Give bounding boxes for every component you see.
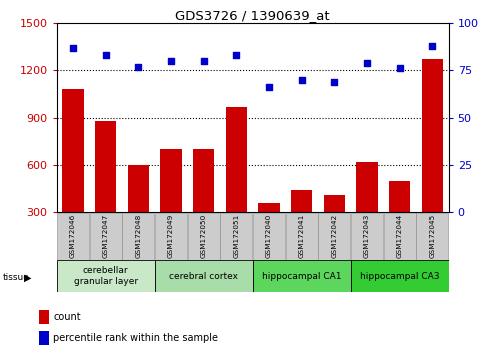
Bar (389, 181, 410, 212)
Text: GSM172040: GSM172040 (266, 214, 272, 258)
Text: GSM172051: GSM172051 (233, 214, 239, 258)
Text: GSM172048: GSM172048 (136, 214, 141, 258)
Text: percentile rank within the sample: percentile rank within the sample (53, 333, 218, 343)
Point (396, 65, 404, 71)
Text: GSM172045: GSM172045 (429, 214, 435, 258)
Bar (122, 213, 154, 260)
Bar (286, 213, 317, 260)
Point (167, 58, 175, 64)
Bar (220, 213, 252, 260)
Bar (226, 107, 247, 212)
Bar (155, 213, 187, 260)
Point (102, 52, 109, 58)
Title: GDS3726 / 1390639_at: GDS3726 / 1390639_at (176, 9, 330, 22)
Bar (193, 149, 214, 212)
Bar (188, 213, 219, 260)
Bar (422, 59, 443, 212)
Text: GSM172042: GSM172042 (331, 214, 337, 258)
Text: hippocampal CA1: hippocampal CA1 (262, 272, 342, 281)
Bar (90, 213, 122, 260)
Bar (63, 89, 84, 212)
Text: ▶: ▶ (24, 273, 31, 283)
Bar (253, 213, 285, 260)
Bar (57, 260, 155, 292)
Point (363, 60, 371, 65)
Bar (39, 331, 49, 345)
Bar (318, 213, 350, 260)
Text: GSM172041: GSM172041 (299, 214, 305, 258)
Bar (155, 260, 253, 292)
Bar (39, 310, 49, 324)
Point (135, 64, 142, 69)
Text: cerebellar
granular layer: cerebellar granular layer (73, 267, 138, 286)
Point (265, 85, 273, 90)
Bar (128, 165, 149, 212)
Text: hippocampal CA3: hippocampal CA3 (360, 272, 439, 281)
Text: tissue: tissue (2, 273, 30, 282)
Point (298, 77, 306, 83)
Bar (291, 190, 312, 212)
Bar (417, 213, 448, 260)
Text: GSM172044: GSM172044 (397, 214, 403, 258)
Point (232, 52, 240, 58)
Bar (356, 162, 378, 212)
Text: GSM172043: GSM172043 (364, 214, 370, 258)
Bar (384, 213, 416, 260)
Text: GSM172050: GSM172050 (201, 214, 207, 258)
Bar (95, 121, 116, 212)
Bar (351, 260, 449, 292)
Text: GSM172046: GSM172046 (70, 214, 76, 258)
Point (200, 58, 208, 64)
Text: cerebral cortex: cerebral cortex (169, 272, 238, 281)
Point (428, 43, 436, 48)
Point (330, 79, 338, 85)
Bar (258, 203, 280, 212)
Text: count: count (53, 312, 81, 322)
Bar (57, 213, 89, 260)
Text: GSM172049: GSM172049 (168, 214, 174, 258)
Bar (160, 149, 181, 212)
Point (69, 45, 77, 51)
Bar (252, 260, 351, 292)
Bar (351, 213, 383, 260)
Bar (324, 195, 345, 212)
Text: GSM172047: GSM172047 (103, 214, 108, 258)
